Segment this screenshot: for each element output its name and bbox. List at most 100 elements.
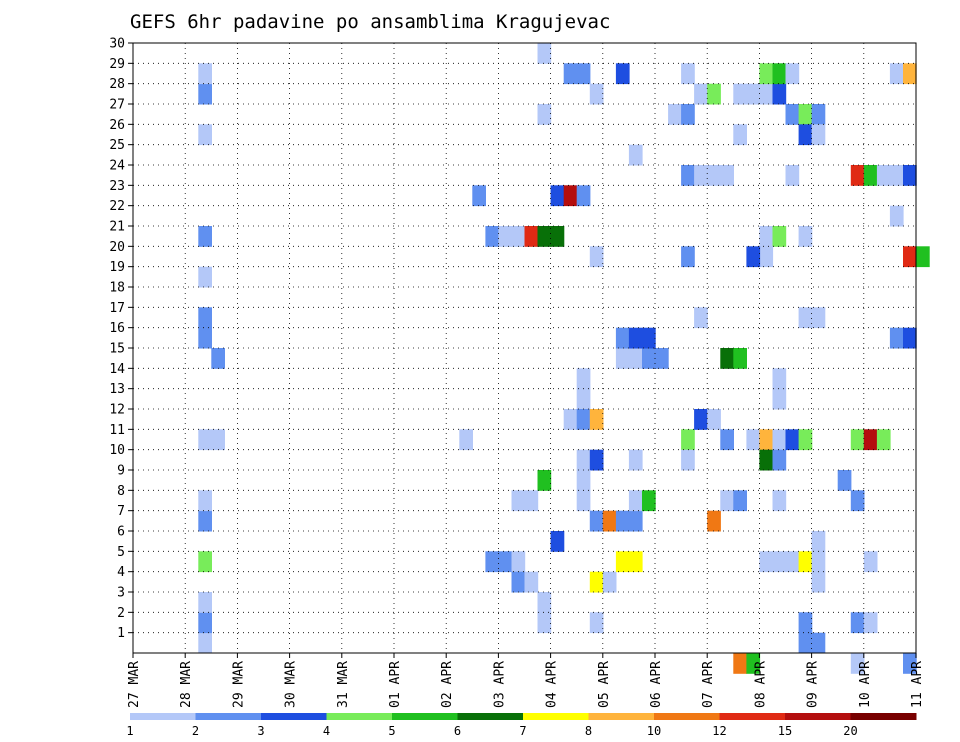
- heatmap-cell: [511, 226, 526, 247]
- heatmap-cell: [811, 104, 826, 125]
- heatmap-cell: [798, 104, 813, 125]
- heatmap-cell: [733, 490, 747, 512]
- colorbar-segment: [261, 713, 327, 720]
- x-tick-label: 27 MAR: [127, 661, 142, 708]
- colorbar-segment: [588, 713, 655, 720]
- colorbar-label: 1: [126, 724, 133, 738]
- heatmap-cell: [759, 63, 774, 85]
- heatmap-cell: [850, 429, 865, 451]
- heatmap-cell: [785, 551, 800, 573]
- heatmap-cell: [798, 612, 813, 634]
- heatmap-cell: [628, 327, 643, 349]
- x-axis: 27 MAR 28 MAR 29 MAR 30 MAR 31 MAR 01 APR 02 A…: [127, 653, 925, 708]
- heatmap-cell: [772, 63, 787, 85]
- colorbar-segment: [130, 713, 196, 720]
- heatmap-cell: [850, 612, 865, 634]
- colorbar-segment: [785, 713, 851, 720]
- heatmap-cell: [511, 551, 526, 573]
- heatmap-cell: [746, 246, 761, 268]
- heatmap-cell: [198, 632, 212, 654]
- heatmap-cell: [642, 348, 656, 369]
- heatmap-cell: [537, 43, 552, 64]
- x-tick-label: 02 APR: [440, 661, 455, 708]
- x-tick-label: 08 APR: [753, 661, 768, 708]
- heatmap-cell: [615, 551, 630, 573]
- heatmap-cell: [746, 83, 761, 105]
- heatmap-cell: [563, 63, 578, 85]
- heatmap-cell: [563, 185, 578, 207]
- colorbar-segment: [392, 713, 458, 720]
- heatmap-cells: [198, 43, 930, 674]
- heatmap-cell: [198, 327, 212, 349]
- heatmap-cell: [459, 429, 473, 451]
- heatmap-cell: [903, 653, 917, 674]
- heatmap-cell: [903, 246, 917, 268]
- heatmap-cell: [485, 226, 500, 247]
- heatmap-cell: [550, 185, 565, 207]
- heatmap-cell: [198, 83, 212, 105]
- colorbar-label: 4: [323, 724, 330, 738]
- heatmap-cell: [681, 104, 695, 125]
- x-tick-label: 05 APR: [597, 661, 612, 708]
- heatmap-cell: [198, 266, 212, 288]
- heatmap-cell: [811, 307, 826, 329]
- heatmap-cell: [589, 612, 604, 634]
- heatmap-cell: [576, 409, 591, 430]
- y-tick-label: 30: [109, 37, 125, 52]
- y-tick-label: 18: [109, 281, 125, 296]
- heatmap-cell: [772, 388, 787, 410]
- y-tick-label: 15: [109, 342, 125, 357]
- heatmap-cell: [198, 551, 212, 573]
- heatmap-cell: [720, 348, 734, 369]
- heatmap-cell: [772, 368, 787, 390]
- heatmap-cell: [576, 63, 591, 85]
- heatmap-cell: [903, 63, 917, 85]
- heatmap-cell: [681, 449, 695, 471]
- heatmap-cell: [472, 185, 486, 207]
- heatmap-cell: [850, 653, 865, 674]
- heatmap-cell: [576, 388, 591, 410]
- heatmap-cell: [811, 124, 826, 146]
- heatmap-cell: [733, 653, 747, 674]
- colorbar-label: 20: [843, 724, 857, 738]
- y-tick-label: 28: [109, 77, 125, 92]
- y-tick-label: 17: [109, 301, 125, 316]
- heatmap-cell: [628, 551, 643, 573]
- heatmap-cell: [576, 185, 591, 207]
- colorbar-segment: [457, 713, 524, 720]
- heatmap-cell: [863, 612, 878, 634]
- heatmap-cell: [863, 165, 878, 186]
- y-tick-label: 21: [109, 220, 125, 235]
- heatmap-cell: [785, 63, 800, 85]
- heatmap-cell: [733, 124, 747, 146]
- heatmap-cell: [850, 490, 865, 512]
- x-tick-label: 04 APR: [545, 661, 560, 708]
- heatmap-cell: [589, 246, 604, 268]
- heatmap-cell: [211, 429, 225, 451]
- heatmap-cell: [746, 653, 761, 674]
- heatmap-cell: [524, 490, 539, 512]
- heatmap-cell: [537, 226, 552, 247]
- heatmap-cell: [707, 409, 721, 430]
- heatmap-cell: [772, 429, 787, 451]
- heatmap-cell: [707, 510, 721, 532]
- colorbar-label: 3: [257, 724, 264, 738]
- heatmap-cell: [785, 165, 800, 186]
- heatmap-cell: [798, 307, 813, 329]
- colorbar-segment: [719, 713, 786, 720]
- heatmap-cell: [694, 83, 708, 105]
- heatmap-cell: [198, 124, 212, 146]
- heatmap-cell: [720, 165, 734, 186]
- heatmap-cell: [198, 490, 212, 512]
- y-tick-label: 19: [109, 260, 125, 275]
- y-tick-label: 13: [109, 382, 125, 397]
- heatmap-cell: [876, 429, 891, 451]
- y-tick-label: 20: [109, 240, 125, 255]
- colorbar-label: 7: [519, 724, 526, 738]
- y-axis: 1234567891011121314151617181920212223242…: [109, 37, 133, 641]
- x-tick-label: 30 MAR: [284, 661, 299, 708]
- x-tick-label: 29 MAR: [231, 661, 246, 708]
- y-tick-label: 29: [109, 57, 125, 72]
- heatmap-cell: [694, 165, 708, 186]
- y-tick-label: 7: [117, 504, 125, 519]
